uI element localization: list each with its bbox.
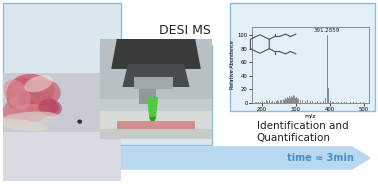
Polygon shape xyxy=(122,64,190,87)
Ellipse shape xyxy=(6,77,42,116)
Bar xyxy=(117,121,195,133)
Ellipse shape xyxy=(4,79,31,110)
Bar xyxy=(3,3,121,111)
Polygon shape xyxy=(139,81,156,104)
Ellipse shape xyxy=(24,75,53,92)
Bar xyxy=(3,73,121,132)
Text: 391.2859: 391.2859 xyxy=(314,28,340,33)
Polygon shape xyxy=(147,97,158,119)
Polygon shape xyxy=(149,117,156,127)
X-axis label: m/z: m/z xyxy=(305,114,316,118)
Ellipse shape xyxy=(19,91,58,115)
Ellipse shape xyxy=(28,79,61,105)
FancyArrow shape xyxy=(4,147,370,169)
Ellipse shape xyxy=(0,118,47,131)
Text: Identification and
Quantification: Identification and Quantification xyxy=(257,121,348,143)
Ellipse shape xyxy=(3,95,39,121)
Text: Sample
preparation: Sample preparation xyxy=(31,121,93,143)
Bar xyxy=(100,129,212,139)
Bar xyxy=(230,3,375,111)
Bar xyxy=(100,45,212,145)
Text: time ≈ 3min: time ≈ 3min xyxy=(287,153,353,163)
Polygon shape xyxy=(111,39,201,69)
Ellipse shape xyxy=(39,99,62,116)
Ellipse shape xyxy=(77,119,82,124)
Ellipse shape xyxy=(10,74,55,105)
Bar xyxy=(100,111,212,139)
Ellipse shape xyxy=(0,112,58,125)
Bar xyxy=(100,99,212,139)
Y-axis label: Relative Abundance: Relative Abundance xyxy=(230,40,235,89)
Ellipse shape xyxy=(3,104,50,124)
Text: DESI MS: DESI MS xyxy=(159,24,211,36)
Polygon shape xyxy=(133,77,173,89)
